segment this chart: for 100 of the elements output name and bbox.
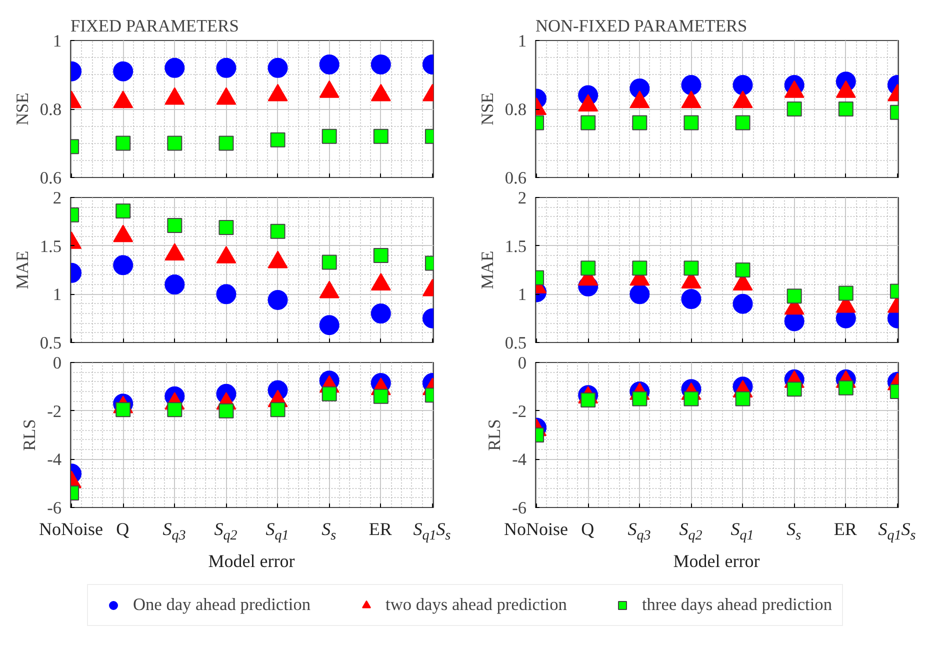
point <box>319 54 340 74</box>
x-tick-label: S$_{q1}$S$_{s}$ <box>413 518 451 546</box>
point <box>632 260 648 276</box>
y-axis-title: RLS <box>485 419 504 451</box>
y-tick-label: -2 <box>512 402 527 421</box>
point <box>218 403 234 418</box>
y-tick-label: 1 <box>52 285 62 304</box>
point <box>216 58 236 78</box>
point <box>735 115 750 130</box>
y-tick-label: 0 <box>52 354 62 372</box>
point <box>681 289 702 309</box>
point <box>735 391 750 406</box>
point <box>216 284 236 304</box>
y-tick-label: 0 <box>518 354 527 372</box>
chart-title: NON-FIXED PARAMETERS <box>536 16 748 36</box>
x-tick-label: S$_{s}$ <box>786 518 802 546</box>
point <box>838 286 854 301</box>
x-tick-label: Q <box>116 518 130 541</box>
point <box>373 388 388 404</box>
y-tick-label: -6 <box>512 498 527 518</box>
x-tick-label: S$_{q2}$ <box>214 518 238 546</box>
point <box>270 224 286 239</box>
point <box>164 274 185 294</box>
x-tick-label: S$_{q1}$ <box>266 518 289 546</box>
y-tick-label: 2 <box>52 188 62 208</box>
point <box>735 262 750 278</box>
y-tick-label: 0.6 <box>504 168 527 188</box>
y-tick-label: 1 <box>518 285 527 304</box>
point <box>632 115 648 130</box>
y-axis-title: RLS <box>20 419 40 451</box>
x-tick-label: S$_{q1}$S$_{s}$ <box>878 518 916 546</box>
point <box>116 136 131 151</box>
y-tick-label: -4 <box>47 450 62 470</box>
x-tick-label: S$_{q3}$ <box>162 518 186 546</box>
y-tick-label: 0.8 <box>40 100 62 119</box>
point <box>164 58 185 78</box>
y-tick-label: 1.5 <box>504 236 527 256</box>
point <box>268 58 288 78</box>
point <box>681 75 702 96</box>
y-tick-label: 2 <box>518 188 527 208</box>
x-tick-label: NoNoise <box>504 518 568 541</box>
x-tick-label: S$_{q2}$ <box>679 518 702 546</box>
point <box>684 260 699 276</box>
x-axis-title: Model error <box>208 550 295 573</box>
y-axis-title: MAE <box>478 250 497 290</box>
point <box>370 304 391 324</box>
legend-label: two days ahead prediction <box>386 594 567 614</box>
x-axis-title: Model error <box>673 550 760 573</box>
point <box>167 218 182 234</box>
point <box>580 115 596 130</box>
point <box>732 75 753 96</box>
x-tick-label: S$_{s}$ <box>322 518 336 546</box>
point <box>218 220 234 235</box>
point <box>786 382 802 397</box>
y-tick-label: 0.5 <box>504 334 527 352</box>
y-axis-title: NSE <box>478 92 497 126</box>
point <box>167 136 182 151</box>
point <box>116 204 131 219</box>
y-tick-label: -6 <box>47 498 62 518</box>
y-tick-label: 1 <box>52 32 62 50</box>
y-tick-label: 1.5 <box>40 236 62 256</box>
point <box>373 128 388 144</box>
y-tick-label: -2 <box>47 402 62 421</box>
point <box>373 248 388 263</box>
point <box>322 386 337 402</box>
y-tick-label: 1 <box>518 32 527 50</box>
y-tick-label: -4 <box>512 450 527 470</box>
point <box>322 128 337 144</box>
point <box>113 61 134 82</box>
y-axis-title: MAE <box>12 250 32 290</box>
x-tick-label: ER <box>834 518 857 541</box>
point <box>167 402 182 418</box>
point <box>786 102 802 116</box>
point <box>270 402 286 418</box>
y-tick-label: 0.6 <box>40 168 62 188</box>
point <box>786 288 802 304</box>
point <box>580 260 596 276</box>
point <box>732 294 753 314</box>
point <box>268 290 288 310</box>
point <box>838 380 854 396</box>
y-tick-label: 0.8 <box>504 100 527 119</box>
point <box>113 255 134 276</box>
point <box>322 254 337 270</box>
y-axis-title: NSE <box>12 92 32 126</box>
point <box>838 102 854 116</box>
chart-title: FIXED PARAMETERS <box>70 16 239 36</box>
point <box>630 284 650 304</box>
point <box>319 315 340 336</box>
x-tick-label: S$_{q3}$ <box>628 518 651 546</box>
x-tick-label: Q <box>581 518 594 541</box>
point <box>218 136 234 151</box>
point <box>270 132 286 148</box>
point <box>370 54 391 74</box>
x-tick-label: S$_{q1}$ <box>730 518 754 546</box>
y-tick-label: 0.5 <box>40 334 62 352</box>
legend-label: One day ahead prediction <box>133 594 311 614</box>
point <box>684 115 699 130</box>
x-tick-label: ER <box>368 518 392 541</box>
legend-label: three days ahead prediction <box>642 594 832 614</box>
x-tick-label: NoNoise <box>39 518 103 541</box>
